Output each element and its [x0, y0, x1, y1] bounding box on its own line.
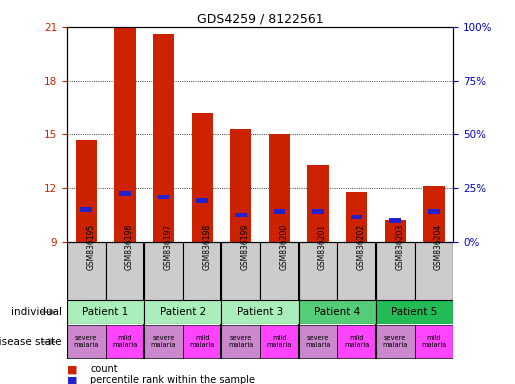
Bar — [192, 113, 213, 242]
Bar — [106, 325, 144, 358]
Bar — [299, 242, 337, 300]
Bar — [158, 195, 169, 199]
Text: Patient 3: Patient 3 — [237, 307, 283, 317]
Text: GSM836197: GSM836197 — [163, 223, 173, 270]
Bar — [80, 207, 92, 212]
Bar — [415, 325, 453, 358]
Bar — [307, 165, 329, 242]
Bar — [337, 325, 376, 358]
Text: individual: individual — [11, 307, 62, 317]
Bar — [153, 34, 174, 242]
Text: GSM836200: GSM836200 — [279, 223, 288, 270]
Bar — [119, 191, 131, 196]
Text: GSM836201: GSM836201 — [318, 223, 327, 270]
Text: GSM836198: GSM836198 — [202, 223, 211, 270]
Bar — [299, 325, 337, 358]
Bar — [221, 242, 260, 300]
Text: count: count — [90, 364, 118, 374]
Text: Patient 2: Patient 2 — [160, 307, 206, 317]
Bar — [385, 220, 406, 242]
Bar — [346, 192, 367, 242]
Text: severe
malaria: severe malaria — [228, 335, 253, 348]
Bar — [76, 140, 97, 242]
Title: GDS4259 / 8122561: GDS4259 / 8122561 — [197, 13, 323, 26]
Bar — [376, 325, 415, 358]
Bar — [273, 209, 285, 214]
Bar — [221, 300, 299, 324]
Bar — [376, 242, 415, 300]
Text: Patient 1: Patient 1 — [82, 307, 129, 317]
Text: severe
malaria: severe malaria — [151, 335, 176, 348]
Bar — [144, 300, 221, 324]
Text: mild
malaria: mild malaria — [190, 335, 215, 348]
Bar — [67, 300, 144, 324]
Bar — [183, 325, 221, 358]
Bar — [221, 325, 260, 358]
Bar — [260, 242, 299, 300]
Text: severe
malaria: severe malaria — [383, 335, 408, 348]
Bar — [351, 215, 363, 219]
Text: mild
malaria: mild malaria — [112, 335, 138, 348]
Bar — [144, 325, 183, 358]
Text: GSM836199: GSM836199 — [241, 223, 250, 270]
Bar — [376, 300, 453, 324]
Bar — [106, 242, 144, 300]
Text: GSM836196: GSM836196 — [125, 223, 134, 270]
Text: severe
malaria: severe malaria — [74, 335, 99, 348]
Bar — [183, 242, 221, 300]
Bar — [428, 209, 440, 214]
Text: ■: ■ — [67, 375, 77, 384]
Bar — [415, 242, 453, 300]
Text: mild
malaria: mild malaria — [421, 335, 447, 348]
Bar — [312, 209, 324, 214]
Bar — [144, 242, 183, 300]
Bar — [67, 242, 106, 300]
Text: GSM836195: GSM836195 — [87, 223, 95, 270]
Text: Patient 4: Patient 4 — [314, 307, 360, 317]
Text: mild
malaria: mild malaria — [344, 335, 369, 348]
Bar — [269, 134, 290, 242]
Text: disease state: disease state — [0, 337, 62, 347]
Text: GSM836203: GSM836203 — [396, 223, 404, 270]
Bar — [299, 300, 376, 324]
Bar — [423, 186, 444, 242]
Bar — [389, 218, 401, 223]
Text: severe
malaria: severe malaria — [305, 335, 331, 348]
Text: ■: ■ — [67, 364, 77, 374]
Bar — [196, 199, 208, 203]
Bar — [67, 325, 106, 358]
Bar — [114, 27, 135, 242]
Bar — [230, 129, 251, 242]
Text: percentile rank within the sample: percentile rank within the sample — [90, 375, 255, 384]
Bar — [235, 213, 247, 217]
Bar — [337, 242, 376, 300]
Text: GSM836202: GSM836202 — [356, 223, 366, 270]
Text: Patient 5: Patient 5 — [391, 307, 438, 317]
Text: mild
malaria: mild malaria — [267, 335, 292, 348]
Bar — [260, 325, 299, 358]
Text: GSM836204: GSM836204 — [434, 223, 443, 270]
